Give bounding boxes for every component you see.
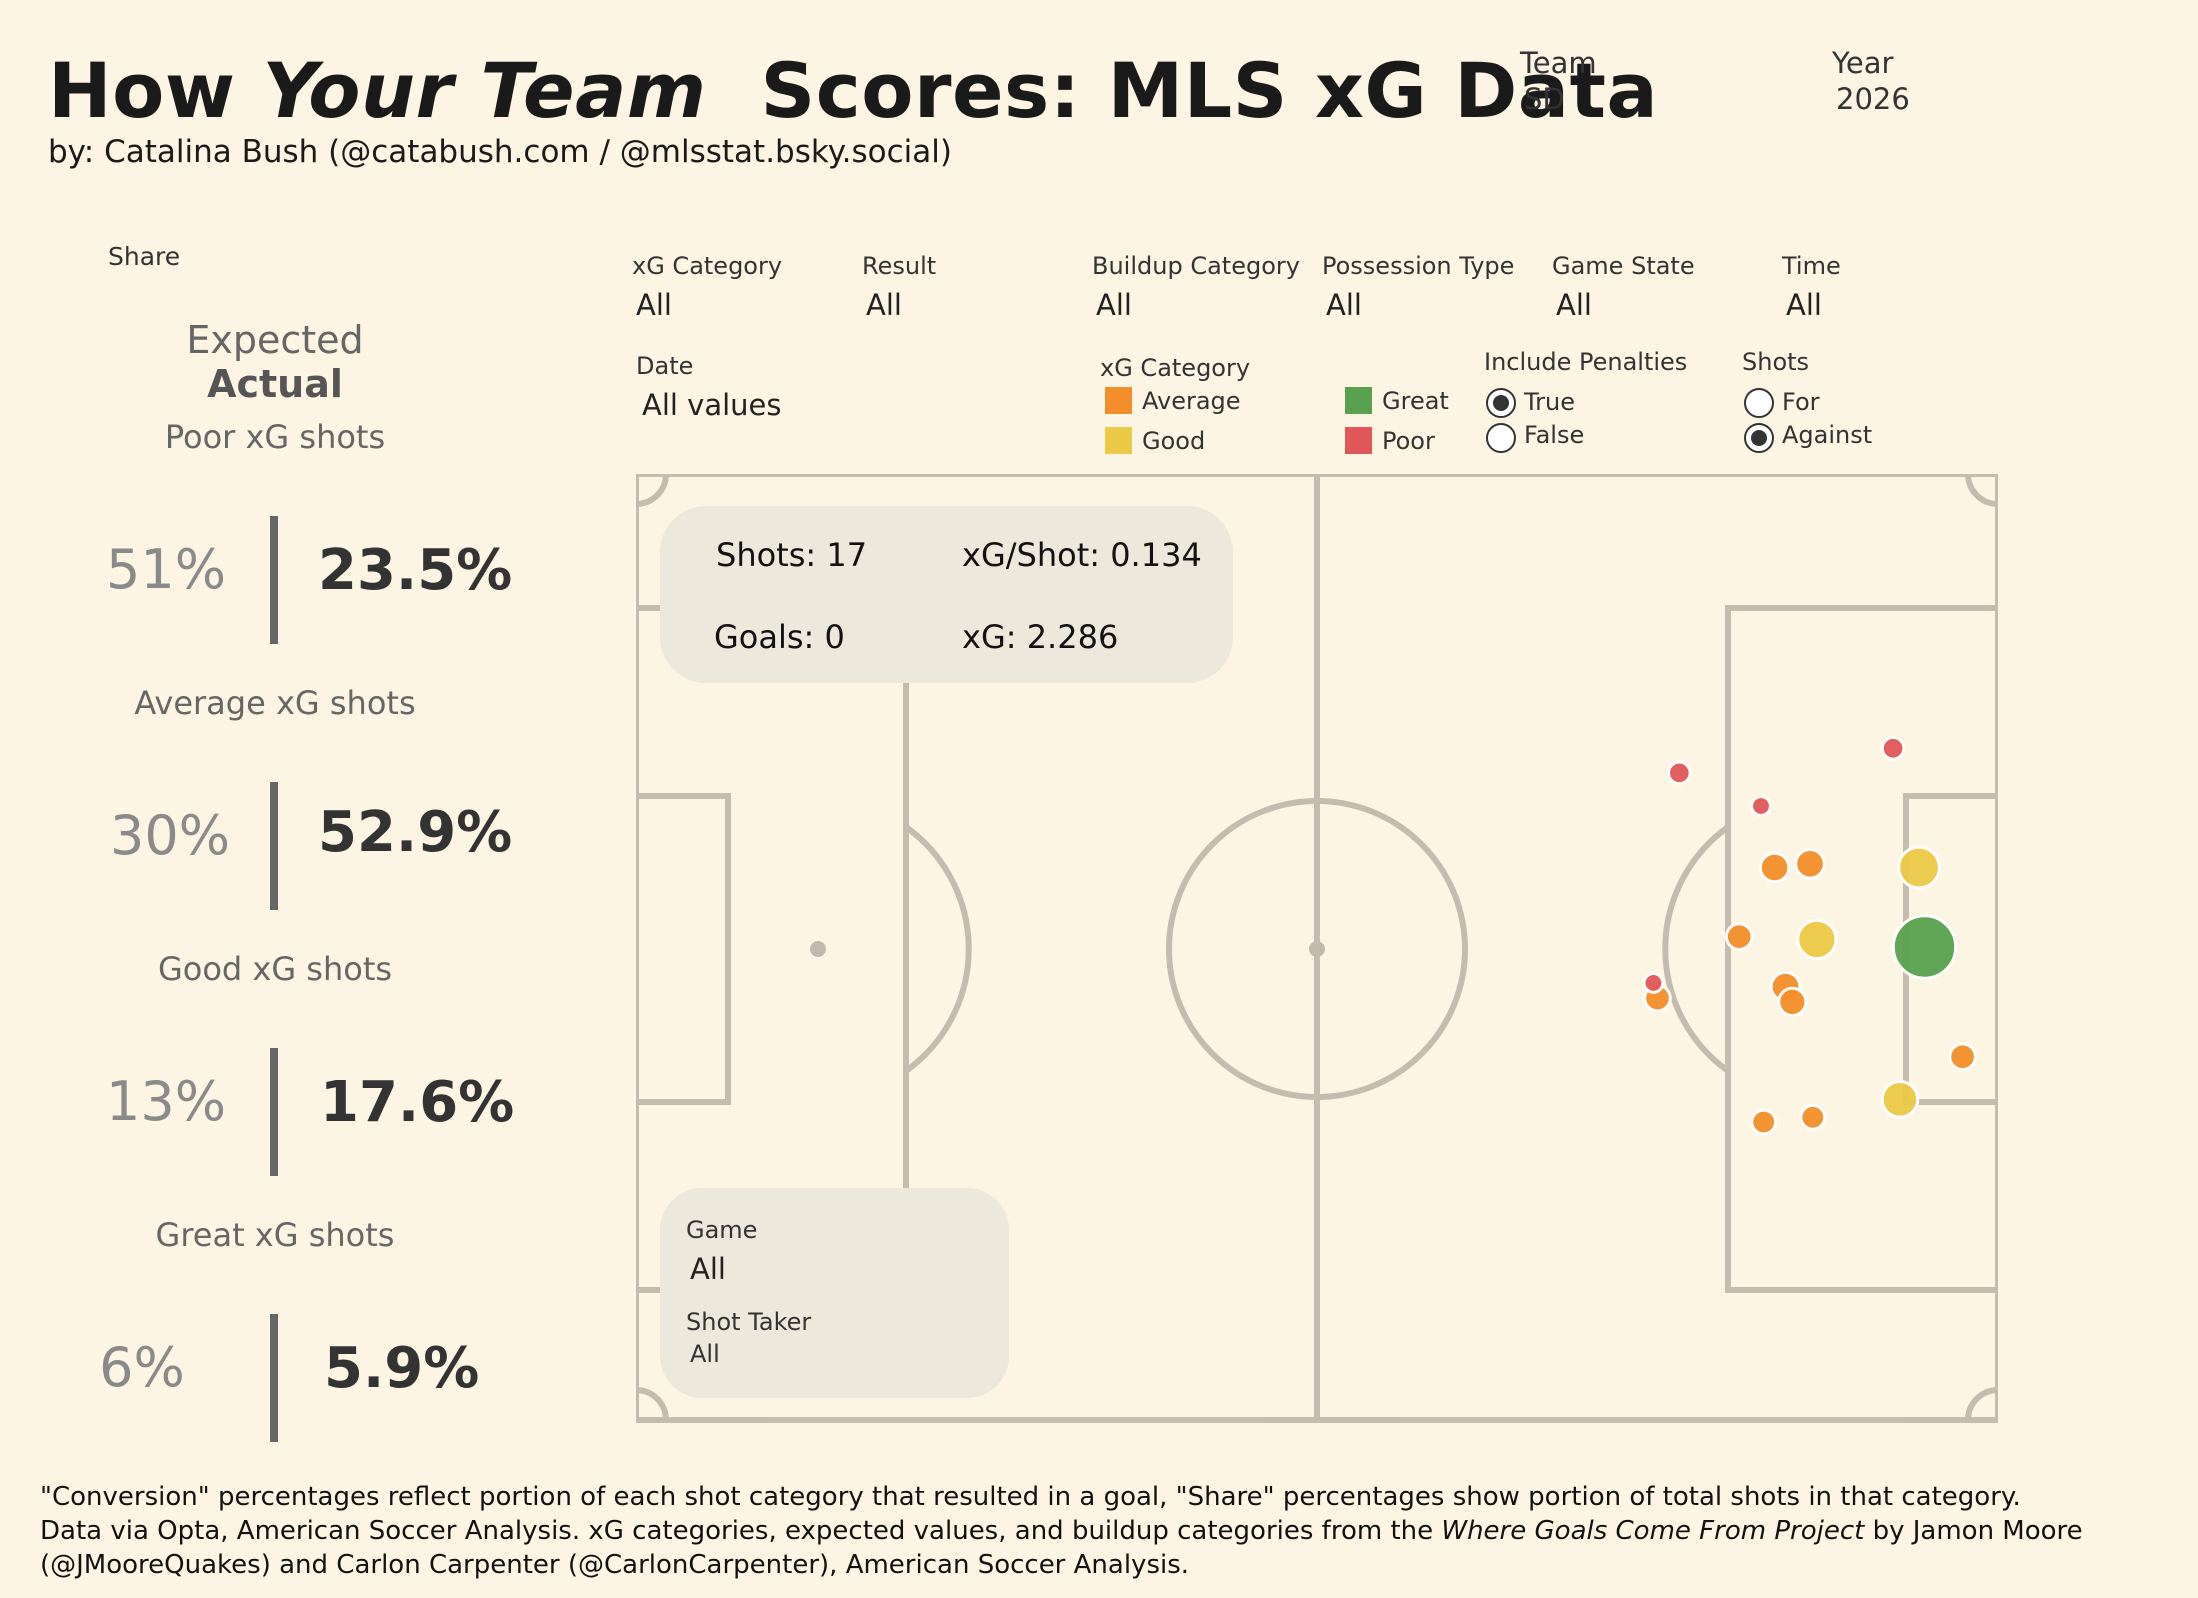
legend-swatch-poor bbox=[1345, 427, 1372, 454]
shot-marker-average[interactable] bbox=[1750, 1108, 1778, 1136]
goals-count: Goals: 0 bbox=[714, 618, 845, 656]
left-six-yard-box bbox=[636, 793, 731, 1105]
game-state-filter[interactable]: All bbox=[1556, 288, 1592, 322]
divider-average bbox=[270, 782, 278, 910]
xg-per-shot: xG/Shot: 0.134 bbox=[962, 536, 1202, 574]
shot-markers bbox=[1642, 736, 1977, 1136]
include-penalties-label: Include Penalties bbox=[1484, 348, 1688, 376]
shot-marker-average[interactable] bbox=[1724, 922, 1754, 951]
shot-marker-average[interactable] bbox=[1799, 1103, 1827, 1131]
legend-swatch-great bbox=[1345, 387, 1372, 414]
corner-arc bbox=[636, 1387, 669, 1421]
possession-type-filter-label: Possession Type bbox=[1322, 252, 1515, 280]
game-filter-label: Game bbox=[686, 1216, 758, 1244]
legend-label-poor[interactable]: Poor bbox=[1382, 427, 1435, 455]
divider-great bbox=[270, 1314, 278, 1442]
category-label-good: Good xG shots bbox=[157, 950, 393, 988]
shot-marker-average[interactable] bbox=[1948, 1042, 1977, 1072]
shot-marker-good[interactable] bbox=[1796, 918, 1838, 961]
footnote-line-1: "Conversion" percentages reflect portion… bbox=[40, 1482, 2021, 1512]
left-penalty-arc bbox=[904, 824, 972, 1074]
total-xg: xG: 2.286 bbox=[962, 618, 1119, 656]
date-filter-label: Date bbox=[636, 352, 694, 380]
shots-count: Shots: 17 bbox=[716, 536, 868, 574]
year-selector[interactable]: 2026 bbox=[1836, 82, 1910, 116]
center-circle bbox=[1166, 798, 1468, 1100]
shot-marker-average[interactable] bbox=[1794, 848, 1826, 880]
conversion-value-poor: 23.5% bbox=[318, 538, 513, 603]
byline: by: Catalina Bush (@catabush.com / @mlss… bbox=[48, 134, 952, 170]
shot-marker-poor[interactable] bbox=[1750, 795, 1772, 817]
shots-against-label[interactable]: Against bbox=[1782, 421, 1873, 449]
right-penalty-box bbox=[1725, 605, 1998, 1293]
shot-marker-great[interactable] bbox=[1891, 914, 1958, 980]
team-selector[interactable]: SD bbox=[1524, 82, 1565, 116]
shot-marker-poor[interactable] bbox=[1642, 972, 1665, 994]
share-value-good: 13% bbox=[105, 1070, 227, 1133]
share-value-great: 6% bbox=[99, 1336, 185, 1399]
footnote-line-2: Data via Opta, American Soccer Analysis.… bbox=[40, 1516, 2083, 1580]
shot-marker-poor[interactable] bbox=[1667, 760, 1692, 786]
share-value-average: 30% bbox=[109, 804, 231, 867]
game-filter-box bbox=[660, 1188, 1009, 1398]
game-filter[interactable]: All bbox=[690, 1252, 726, 1286]
penalties-true-radio[interactable] bbox=[1486, 388, 1516, 418]
shots-against-radio[interactable] bbox=[1744, 423, 1774, 453]
shot-marker-average[interactable] bbox=[1777, 986, 1808, 1018]
stats-summary-box bbox=[660, 506, 1233, 683]
shots-toggle-label: Shots bbox=[1742, 348, 1810, 376]
category-label-average: Average xG shots bbox=[134, 684, 416, 722]
shots-for-label[interactable]: For bbox=[1782, 388, 1820, 416]
possession-type-filter[interactable]: All bbox=[1326, 288, 1362, 322]
legend-label-average[interactable]: Average bbox=[1142, 387, 1241, 415]
corner-arc bbox=[1965, 1387, 1998, 1421]
divider-poor bbox=[270, 516, 278, 644]
conversion-value-great: 5.9% bbox=[324, 1336, 480, 1401]
category-label-poor: Poor xG shots bbox=[164, 418, 386, 456]
shots-for-radio[interactable] bbox=[1744, 388, 1774, 418]
share-label: Share bbox=[108, 242, 181, 271]
legend-label-great[interactable]: Great bbox=[1382, 387, 1449, 415]
share-value-poor: 51% bbox=[105, 538, 227, 601]
shot-marker-average[interactable] bbox=[1758, 851, 1791, 884]
footnote: "Conversion" percentages reflect portion… bbox=[40, 1480, 2160, 1582]
penalties-true-label[interactable]: True bbox=[1524, 388, 1575, 416]
date-filter[interactable]: All values bbox=[642, 388, 782, 422]
shot-taker-filter-label: Shot Taker bbox=[686, 1308, 812, 1336]
result-filter-label: Result bbox=[862, 252, 937, 280]
soccer-pitch bbox=[636, 474, 1998, 1423]
xg-category-filter-label: xG Category bbox=[632, 252, 783, 280]
time-filter[interactable]: All bbox=[1786, 288, 1822, 322]
penalties-false-radio[interactable] bbox=[1486, 423, 1516, 453]
corner-arc bbox=[1965, 474, 1998, 507]
xg-category-filter[interactable]: All bbox=[636, 288, 672, 322]
result-filter[interactable]: All bbox=[866, 288, 902, 322]
expected-label: Expected bbox=[186, 318, 364, 362]
corner-arc bbox=[636, 474, 669, 507]
team-selector-label: Team bbox=[1520, 46, 1597, 80]
page-title: How Your Team Scores: MLS xG Data bbox=[48, 46, 1659, 135]
left-penalty-spot bbox=[810, 941, 826, 957]
divider-good bbox=[270, 1048, 278, 1176]
shot-marker-good[interactable] bbox=[1897, 845, 1941, 890]
legend-swatch-good bbox=[1105, 427, 1132, 454]
buildup-category-filter[interactable]: All bbox=[1096, 288, 1132, 322]
right-penalty-arc bbox=[1662, 824, 1730, 1074]
game-state-filter-label: Game State bbox=[1552, 252, 1695, 280]
year-selector-label: Year bbox=[1832, 46, 1894, 80]
actual-label: Actual bbox=[207, 362, 343, 406]
legend-label-good[interactable]: Good bbox=[1142, 427, 1206, 455]
conversion-value-good: 17.6% bbox=[320, 1070, 515, 1135]
penalties-false-label[interactable]: False bbox=[1524, 421, 1585, 449]
center-spot bbox=[1309, 941, 1325, 957]
category-label-great: Great xG shots bbox=[155, 1216, 395, 1254]
shot-marker-poor[interactable] bbox=[1880, 736, 1906, 761]
legend-title: xG Category bbox=[1100, 354, 1251, 382]
buildup-category-filter-label: Buildup Category bbox=[1092, 252, 1300, 280]
legend-swatch-average bbox=[1105, 387, 1132, 414]
shot-taker-filter[interactable]: All bbox=[690, 1340, 720, 1368]
conversion-value-average: 52.9% bbox=[318, 800, 513, 865]
shot-marker-good[interactable] bbox=[1880, 1080, 1920, 1119]
time-filter-label: Time bbox=[1782, 252, 1841, 280]
